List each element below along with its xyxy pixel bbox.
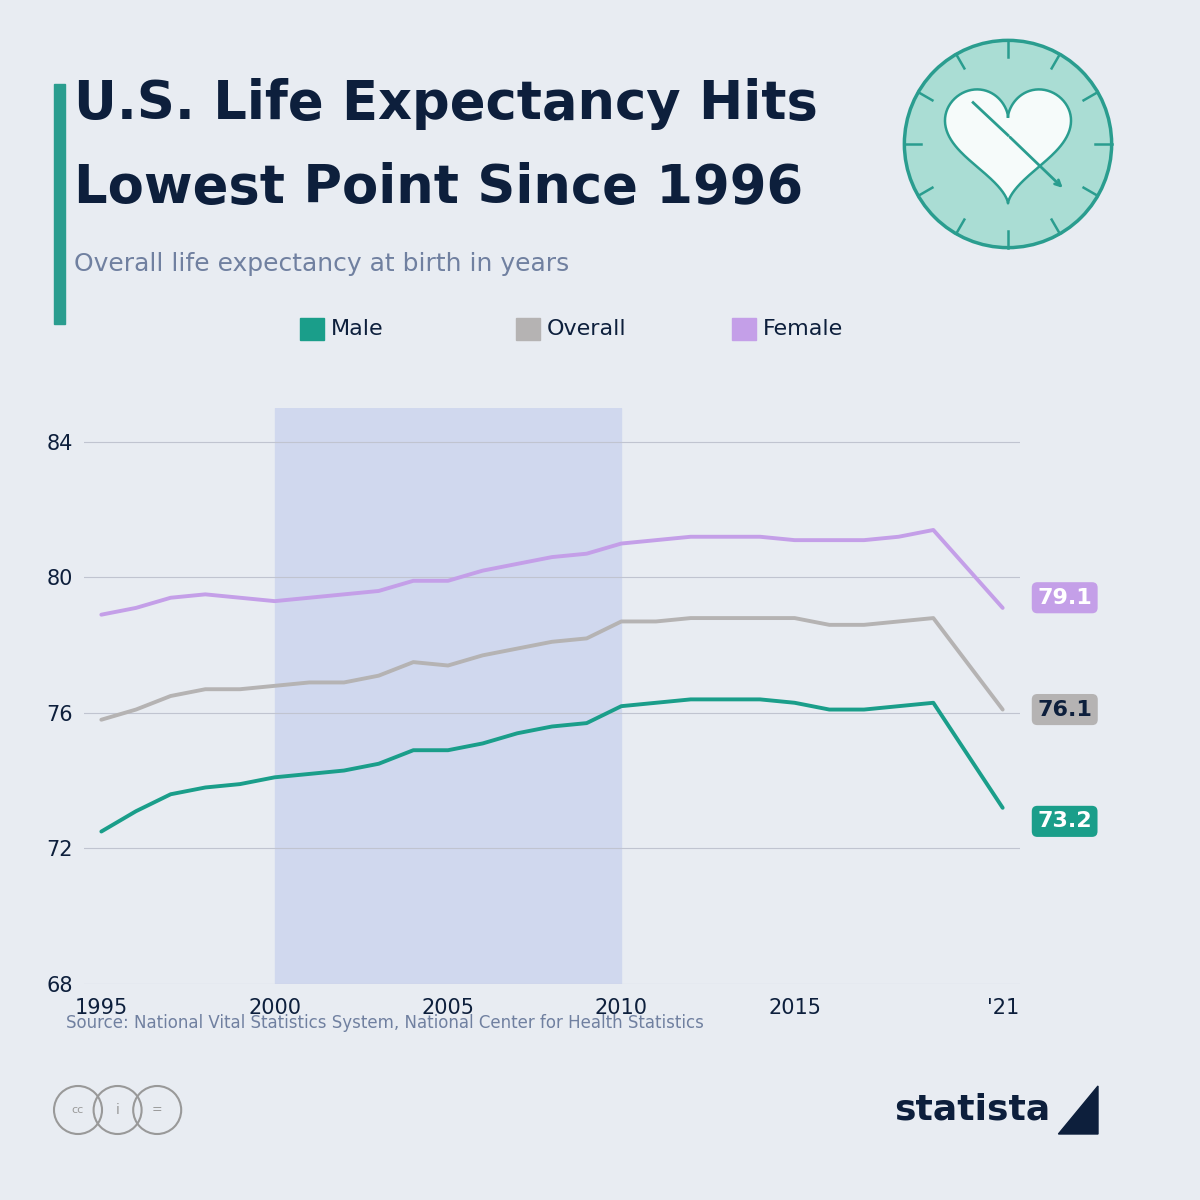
Text: cc: cc xyxy=(72,1105,84,1115)
Text: statista: statista xyxy=(894,1093,1050,1127)
Text: Overall life expectancy at birth in years: Overall life expectancy at birth in year… xyxy=(74,252,570,276)
Text: 76.1: 76.1 xyxy=(1037,700,1092,720)
Text: =: = xyxy=(152,1104,162,1116)
Bar xyxy=(275,408,622,984)
Circle shape xyxy=(905,41,1111,247)
Text: 79.1: 79.1 xyxy=(1037,588,1092,607)
Text: Lowest Point Since 1996: Lowest Point Since 1996 xyxy=(74,162,804,214)
Text: 73.2: 73.2 xyxy=(1037,811,1092,832)
Text: U.S. Life Expectancy Hits: U.S. Life Expectancy Hits xyxy=(74,78,818,130)
Text: Male: Male xyxy=(331,319,384,338)
Text: i: i xyxy=(115,1103,120,1117)
Polygon shape xyxy=(944,89,1072,203)
Text: Female: Female xyxy=(763,319,844,338)
Text: Source: National Vital Statistics System, National Center for Health Statistics: Source: National Vital Statistics System… xyxy=(66,1014,704,1032)
Text: Overall: Overall xyxy=(547,319,626,338)
